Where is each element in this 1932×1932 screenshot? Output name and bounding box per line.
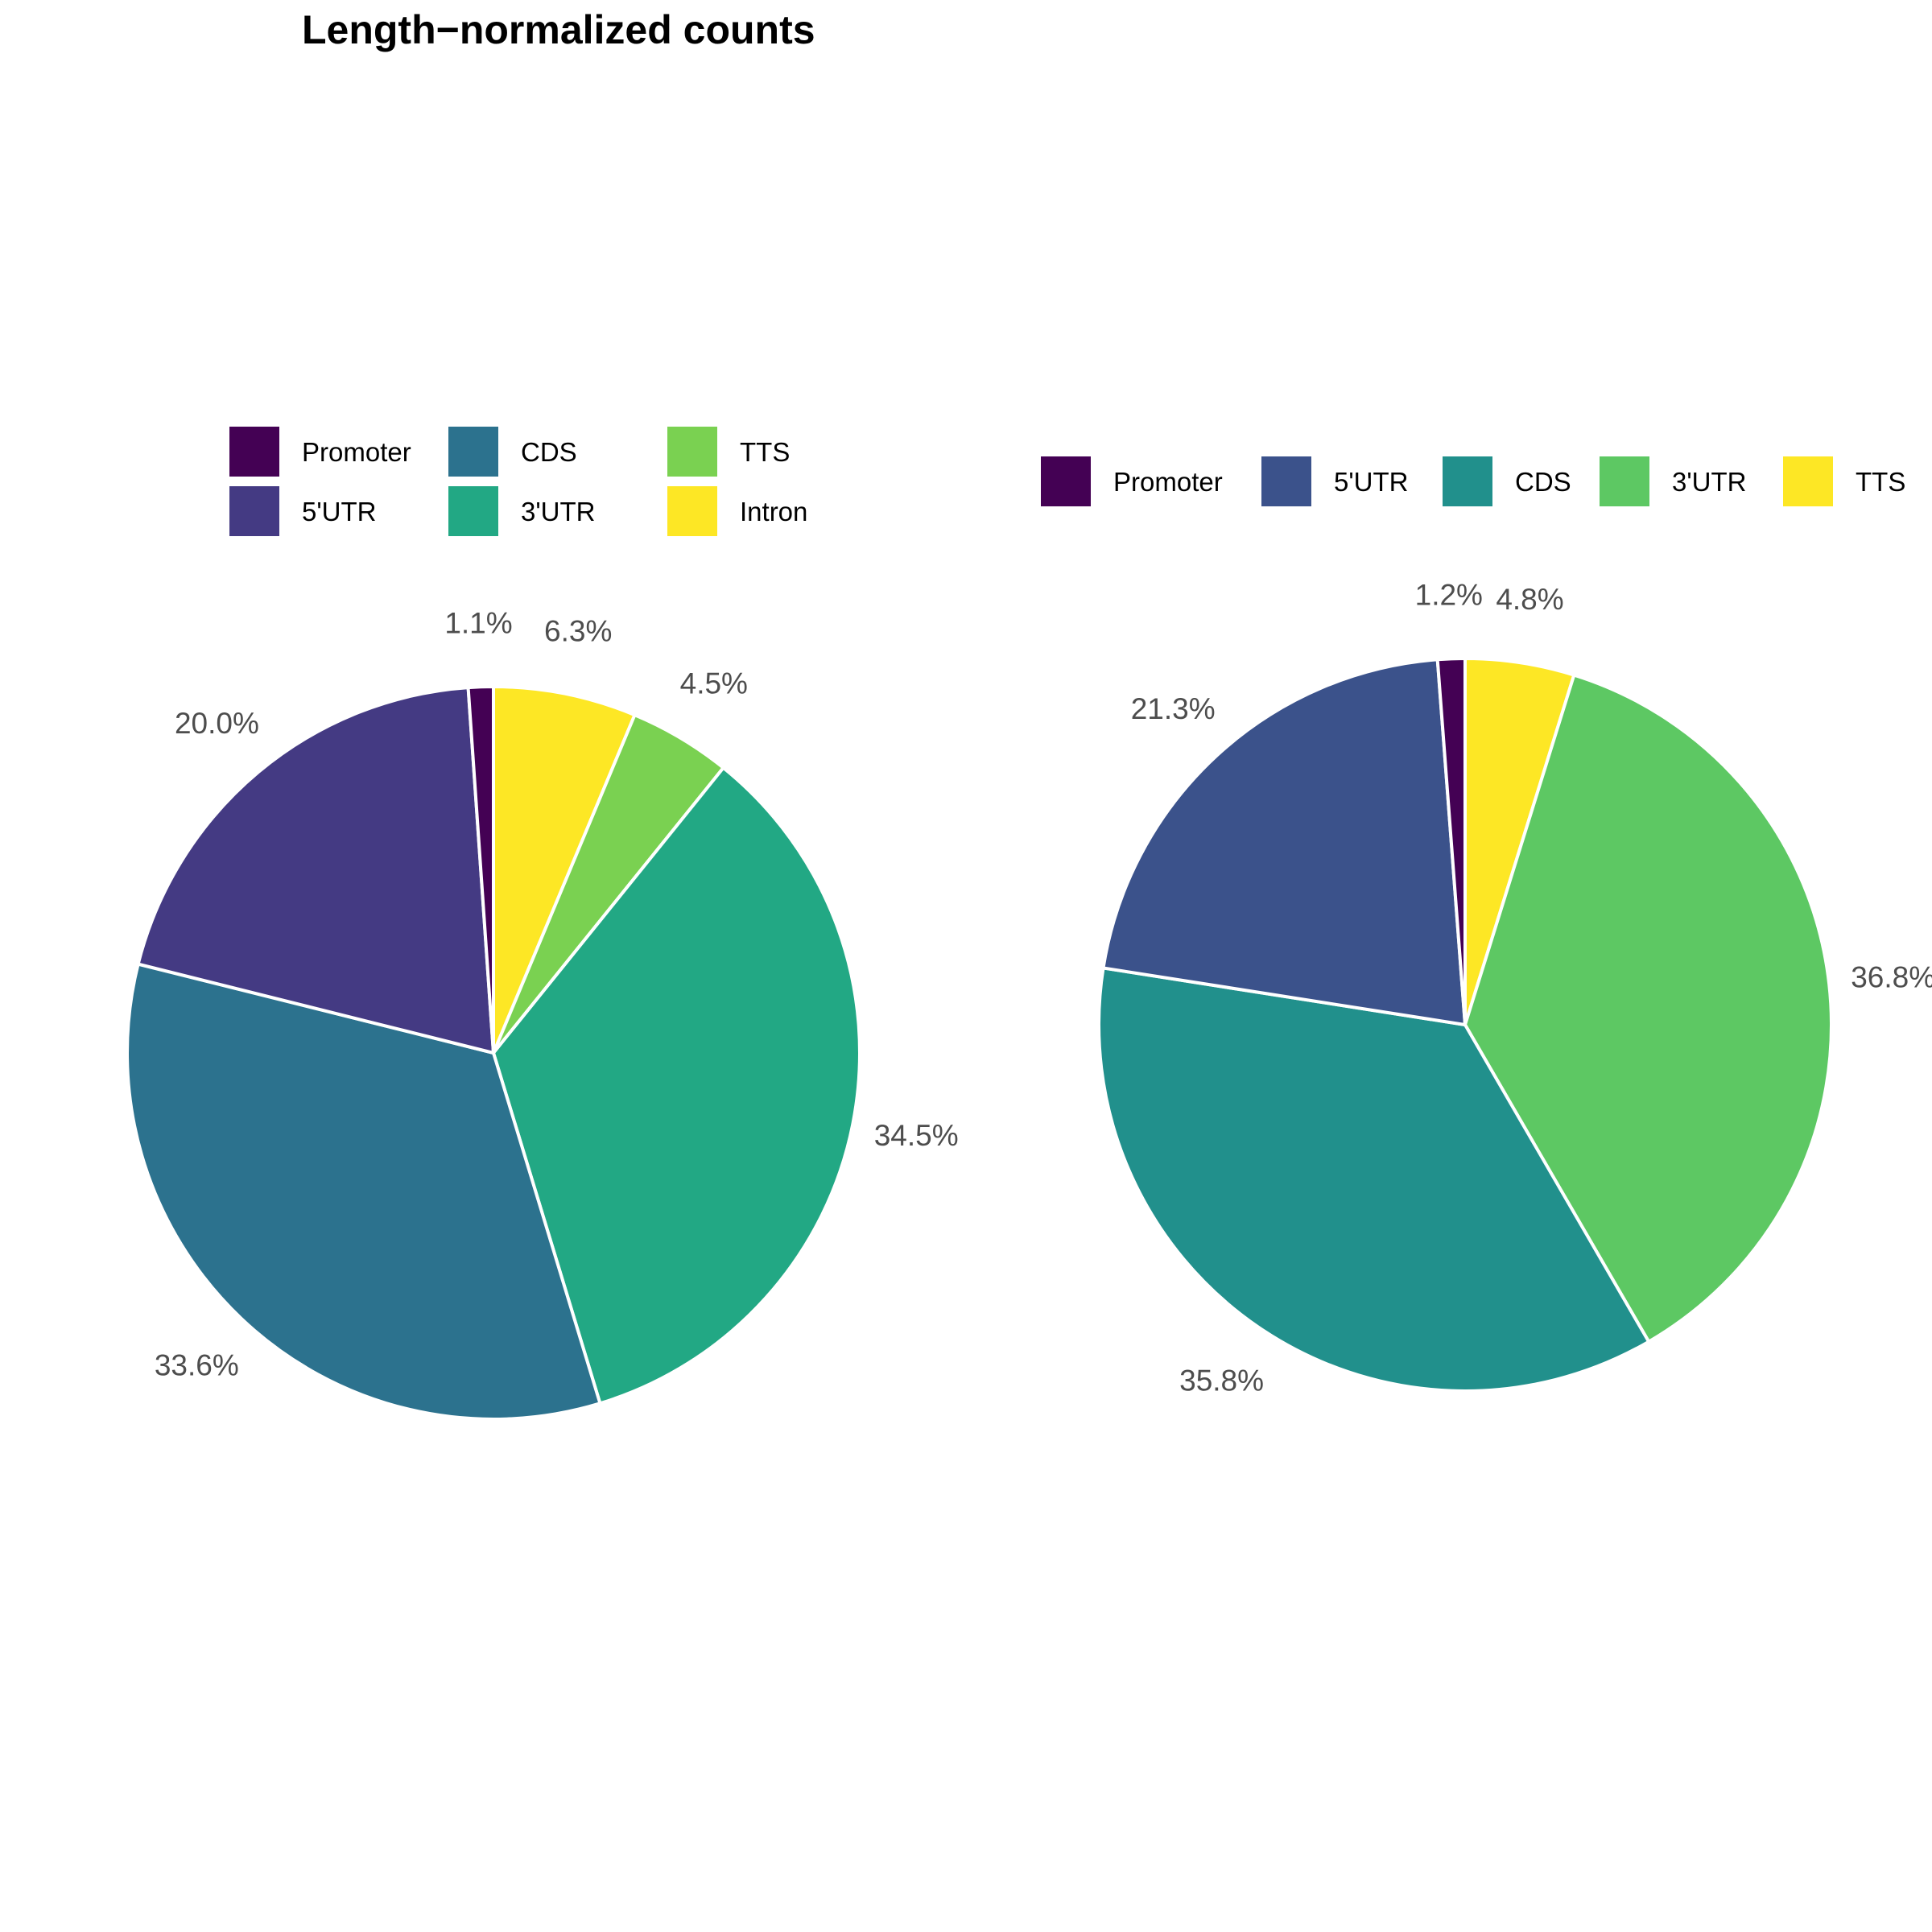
legend-swatch-5-primeutr (1261, 456, 1311, 506)
pie-slice-cds (126, 962, 602, 1421)
legend-2: Promoter 5'UTR CDS 3'UTR TTS (1041, 456, 1905, 506)
pie-slice-5-primeutr (136, 685, 496, 1055)
legend-label-tts: TTS (740, 437, 790, 467)
pie-slice-3-primeutr (491, 765, 861, 1406)
pie-slice-cds (1096, 966, 1651, 1393)
legend-item-3-primeutr: 3'UTR (448, 486, 595, 536)
pie-slice-promoter (1435, 656, 1467, 1026)
legend-label-promoter: Promoter (302, 437, 411, 467)
pie-chart-1: 6.3% 4.5% 34.5% 33.6% 20.0% 1.1% (126, 606, 959, 1421)
legend-item-5-primeutr: 5'UTR (229, 486, 376, 536)
legend-label-3-primeutr: 3'UTR (1672, 467, 1746, 497)
legend-label-cds: CDS (1515, 467, 1571, 497)
slice-label-3-primeutr: 36.8% (1851, 960, 1932, 993)
legend-item-promoter: Promoter (229, 427, 411, 477)
legend-label-promoter: Promoter (1113, 467, 1223, 497)
slice-label-intron: 6.3% (544, 614, 612, 647)
chart-title: Length−normalized counts (302, 7, 815, 52)
legend-swatch-5-primeutr (229, 486, 279, 536)
slice-label-promoter: 1.1% (444, 606, 512, 639)
pie-slice-promoter (466, 684, 495, 1054)
legend-label-tts: TTS (1856, 467, 1905, 497)
slice-label-5-primeutr: 20.0% (175, 707, 259, 740)
legend-label-3-primeutr: 3'UTR (521, 497, 595, 526)
legend-label-cds: CDS (521, 437, 577, 467)
legend-label-5-primeutr: 5'UTR (302, 497, 376, 526)
pie-slice-intron (492, 684, 638, 1054)
pie-slice-5-primeutr (1101, 658, 1468, 1027)
legend-item-5-primeutr: 5'UTR (1261, 456, 1408, 506)
legend-item-promoter: Promoter (1041, 456, 1223, 506)
legend-item-cds: CDS (1443, 456, 1571, 506)
legend-label-5-primeutr: 5'UTR (1334, 467, 1408, 497)
slice-label-5-primeutr: 21.3% (1131, 692, 1216, 725)
legend-swatch-tts (1783, 456, 1833, 506)
legend-item-3-primeutr: 3'UTR (1600, 456, 1746, 506)
pie-chart-2: 4.8% 36.8% 35.8% 21.3% 1.2% (1096, 578, 1932, 1397)
legend-swatch-cds (1443, 456, 1492, 506)
legend-swatch-intron (667, 486, 717, 536)
slice-label-cds: 35.8% (1179, 1364, 1264, 1397)
slice-label-cds: 33.6% (155, 1349, 239, 1382)
slice-label-3-primeutr: 34.5% (874, 1119, 959, 1152)
legend-swatch-promoter (1041, 456, 1091, 506)
legend-swatch-3-primeutr (1600, 456, 1649, 506)
legend-swatch-cds (448, 427, 498, 477)
pie-slice-3-primeutr (1463, 673, 1833, 1344)
legend-swatch-tts (667, 427, 717, 477)
slice-label-tts: 4.5% (680, 667, 748, 700)
slice-label-tts: 4.8% (1496, 583, 1563, 616)
legend-1: Promoter 5'UTR CDS 3'UTR TTS Intron (229, 427, 807, 536)
legend-item-tts: TTS (667, 427, 790, 477)
legend-label-intron: Intron (740, 497, 807, 526)
legend-item-intron: Intron (667, 486, 807, 536)
legend-swatch-promoter (229, 427, 279, 477)
legend-swatch-3-primeutr (448, 486, 498, 536)
legend-item-cds: CDS (448, 427, 577, 477)
slice-label-promoter: 1.2% (1415, 578, 1483, 611)
legend-item-tts: TTS (1783, 456, 1905, 506)
